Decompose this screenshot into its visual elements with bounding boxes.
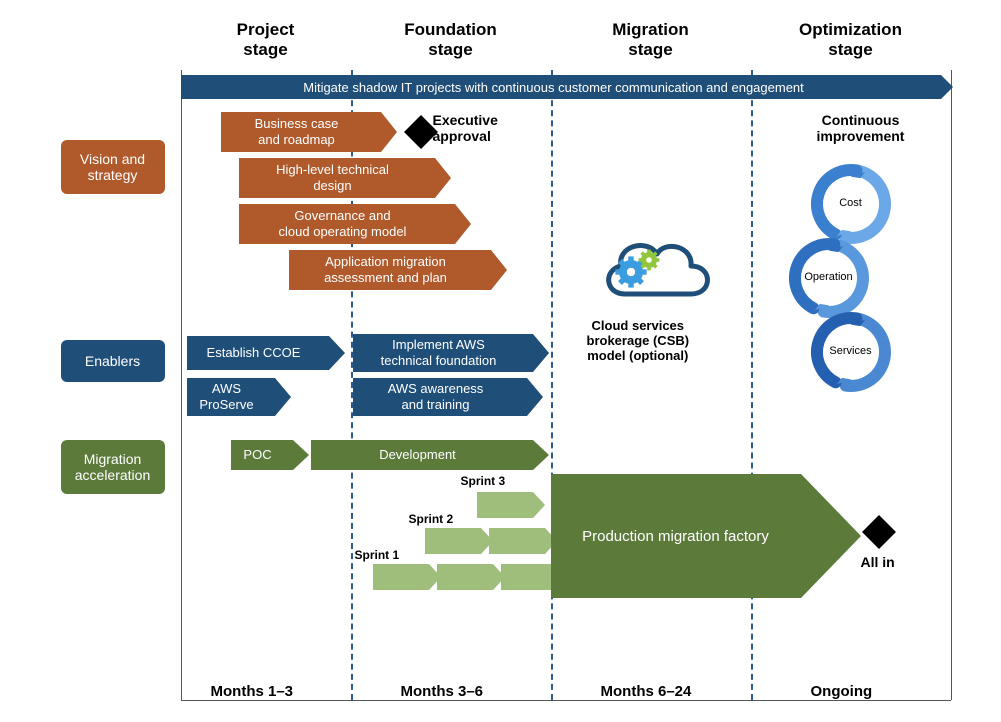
stage-header-foundation: Foundationstage: [351, 20, 551, 61]
all-in-label: All in: [861, 554, 895, 570]
bottom-label-project-text: Months 1–3: [211, 683, 294, 700]
stage-header-migration-text: Migrationstage: [612, 20, 689, 59]
all-in-diamond-icon: [862, 515, 896, 549]
bottom-label-project: Months 1–3: [211, 683, 294, 700]
all-in-text: All in: [861, 554, 895, 570]
vision-1-arrow: High-level technicaldesign: [239, 158, 435, 198]
production-migration-arrow: Production migration factory: [551, 474, 861, 598]
cloud-icon: [591, 216, 721, 316]
sprint-label-2: Sprint 1: [355, 548, 400, 562]
stage-header-project-text: Projectstage: [237, 20, 295, 59]
stage-divider: [751, 70, 753, 700]
cycle-label-cost: Cost: [821, 197, 881, 209]
bottom-label-optimization-text: Ongoing: [811, 683, 873, 700]
production-migration-head: [801, 474, 861, 598]
bottom-label-optimization: Ongoing: [811, 683, 873, 700]
frame-edge: [181, 70, 182, 700]
stage-header-migration: Migrationstage: [551, 20, 751, 61]
swimlane-migacc-text: Migrationacceleration: [75, 451, 151, 483]
stage-header-foundation-text: Foundationstage: [404, 20, 497, 59]
bottom-label-foundation: Months 3–6: [401, 683, 484, 700]
frame-bottom: [181, 700, 951, 701]
stage-header-optimization: Optimizationstage: [751, 20, 951, 61]
stage-header-optimization-text: Optimizationstage: [799, 20, 902, 59]
swimlane-vision-text: Vision andstrategy: [80, 151, 145, 183]
enabler-0-arrow: Establish CCOE: [187, 336, 329, 370]
sprint-box-3: [373, 564, 441, 590]
development-arrow: Development: [311, 440, 533, 470]
sprint-label-1: Sprint 2: [409, 512, 454, 526]
production-migration-body: Production migration factory: [551, 474, 801, 598]
executive-approval-text: Executiveapproval: [433, 112, 498, 144]
sprint-box-0: [477, 492, 545, 518]
sprint-label-0: Sprint 3: [461, 474, 506, 488]
swimlane-migration-acceleration: Migrationacceleration: [61, 440, 165, 494]
sprint-box-4: [437, 564, 505, 590]
continuous-improvement-text: Continuousimprovement: [817, 112, 905, 144]
stage-header-project: Projectstage: [181, 20, 351, 61]
production-migration-text: Production migration factory: [582, 528, 769, 545]
gear-icon-1: [638, 250, 659, 271]
enabler-2-arrow: AWSProServe: [187, 378, 275, 416]
cycle-label-operation: Operation: [799, 271, 859, 283]
enabler-1-arrow: Implement AWStechnical foundation: [353, 334, 533, 372]
bottom-label-foundation-text: Months 3–6: [401, 683, 484, 700]
top-banner: Mitigate shadow IT projects with continu…: [181, 75, 941, 99]
stage-divider: [551, 70, 553, 700]
vision-0-arrow: Business caseand roadmap: [221, 112, 381, 152]
sprint-box-2: [489, 528, 557, 554]
csb-label: Cloud servicesbrokerage (CSB)model (opti…: [587, 318, 690, 363]
bottom-label-migration: Months 6–24: [601, 683, 692, 700]
sprint-box-1: [425, 528, 493, 554]
swimlane-enablers-text: Enablers: [85, 353, 140, 369]
cycle-label-services: Services: [821, 345, 881, 357]
diagram-root: Projectstage Foundationstage Migrationst…: [21, 20, 981, 700]
swimlane-vision: Vision andstrategy: [61, 140, 165, 194]
frame-edge: [951, 70, 952, 700]
continuous-improvement-title: Continuousimprovement: [801, 112, 921, 144]
executive-approval-label: Executiveapproval: [433, 112, 498, 144]
vision-3-arrow: Application migrationassessment and plan: [289, 250, 491, 290]
bottom-label-migration-text: Months 6–24: [601, 683, 692, 700]
vision-2-arrow: Governance andcloud operating model: [239, 204, 455, 244]
csb-text: Cloud servicesbrokerage (CSB)model (opti…: [587, 318, 690, 363]
swimlane-enablers: Enablers: [61, 340, 165, 382]
top-banner-text: Mitigate shadow IT projects with continu…: [303, 80, 804, 95]
poc-arrow: POC: [231, 440, 293, 470]
enabler-3-arrow: AWS awarenessand training: [353, 378, 527, 416]
